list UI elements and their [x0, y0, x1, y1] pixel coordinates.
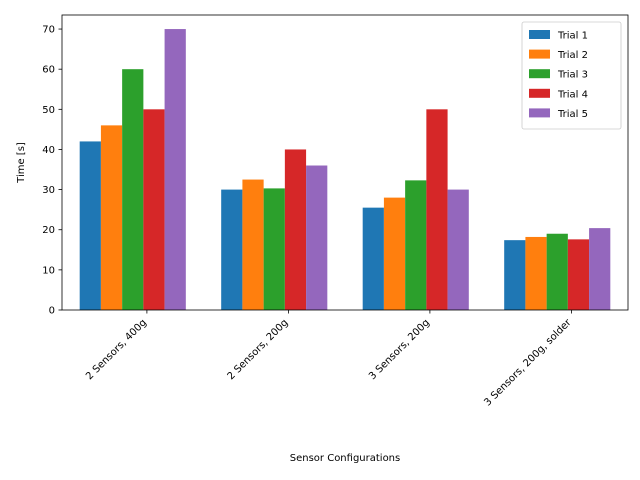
bar-5-1 — [164, 29, 186, 311]
bar-3-1 — [122, 69, 144, 311]
bar-2-1 — [100, 125, 123, 311]
y-tick-label: 60 — [42, 65, 55, 76]
x-axis-label: Sensor Configurations — [290, 453, 400, 464]
legend-swatch — [529, 49, 550, 59]
bar-3-4 — [546, 233, 568, 310]
legend-swatch — [529, 69, 550, 79]
legend-box — [521, 21, 622, 130]
bar-1-1 — [79, 141, 101, 310]
bar-3-2 — [263, 188, 285, 310]
bar-4-3 — [426, 109, 448, 310]
bars-group — [79, 29, 611, 311]
bar-4-1 — [143, 109, 165, 310]
y-tick-label: 10 — [42, 265, 55, 276]
bar-3-3 — [405, 180, 427, 310]
legend-label: Trial 5 — [557, 109, 588, 120]
bar-1-3 — [362, 207, 384, 310]
legend: Trial 1 Trial 2 Trial 3 Trial 4 Trial 5 — [521, 21, 622, 130]
y-axis-label: Time [s] — [16, 142, 27, 184]
y-tick-label: 50 — [42, 105, 55, 116]
bar-1-2 — [221, 189, 243, 310]
bar-5-2 — [306, 165, 328, 310]
y-ticks-group: 0 10 20 30 40 50 60 70 — [42, 25, 62, 317]
legend-label: Trial 1 — [557, 31, 588, 42]
legend-swatch — [529, 30, 550, 39]
y-tick-label: 20 — [42, 225, 55, 236]
bar-2-4 — [525, 236, 547, 310]
y-tick-label: 0 — [49, 306, 55, 317]
y-tick-label: 70 — [42, 25, 55, 36]
plot-frame — [61, 14, 629, 311]
y-tick-label: 40 — [42, 145, 55, 156]
legend-label: Trial 4 — [557, 89, 588, 100]
legend-swatch — [529, 88, 550, 98]
bar-5-3 — [447, 189, 469, 310]
legend-label: Trial 2 — [557, 50, 588, 61]
bar-1-4 — [504, 240, 526, 310]
y-tick-label: 30 — [42, 185, 55, 196]
legend-label: Trial 3 — [557, 70, 588, 81]
bar-4-4 — [567, 239, 590, 310]
bar-4-2 — [284, 149, 307, 310]
bar-2-2 — [242, 179, 264, 310]
legend-swatch — [529, 108, 550, 118]
bar-5-4 — [589, 228, 611, 310]
bar-2-3 — [383, 197, 406, 310]
